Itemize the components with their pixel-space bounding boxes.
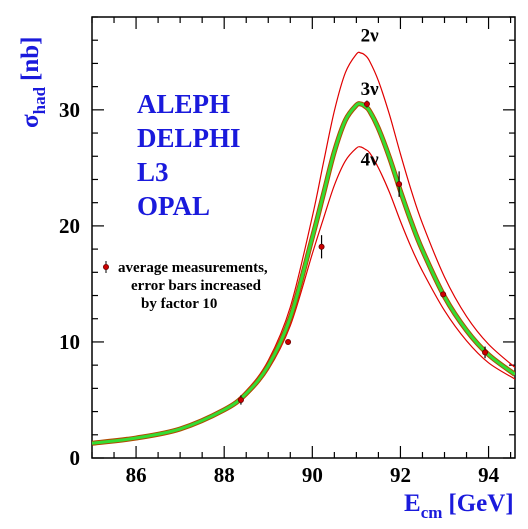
y-tick-label: 10 (59, 330, 80, 354)
curve-label-2nu: 2ν (361, 25, 380, 46)
experiment-label-opal: OPAL (137, 191, 210, 221)
plot-frame (91, 16, 516, 459)
curve-label-3nu: 3ν (361, 79, 380, 100)
axis-ticks (91, 16, 515, 459)
curve-3nu (92, 102, 515, 445)
legend: average measurements, error bars increas… (103, 260, 268, 312)
legend-line-1: average measurements, (118, 260, 268, 276)
measurement-point (285, 338, 292, 345)
measurement-points (237, 100, 489, 405)
measurement-point (237, 396, 244, 403)
legend-marker (103, 263, 110, 270)
y-axis-title: σhad [nb] (17, 37, 49, 129)
legend-line-2: error bars increased (131, 278, 262, 294)
x-axis-title: Ecm [GeV] (404, 490, 514, 522)
y-axis-symbol: σ (17, 114, 44, 128)
x-tick-label: 90 (302, 463, 323, 487)
x-tick-label: 92 (390, 463, 411, 487)
x-tick-label: 88 (214, 463, 235, 487)
y-tick-label: 30 (59, 98, 80, 122)
experiment-label-aleph: ALEPH (137, 89, 230, 119)
x-tick-label: 94 (478, 463, 500, 487)
curve-label-4nu: 4ν (361, 150, 380, 171)
x-axis-unit: [GeV] (448, 490, 513, 517)
y-axis-subscript: had (30, 86, 49, 114)
x-axis-subscript: cm (421, 503, 443, 522)
curve-labels: 2ν 3ν 4ν (361, 25, 380, 170)
y-tick-label: 0 (70, 446, 81, 470)
tick-labels: 86 88 90 92 94 0 10 20 30 (59, 98, 500, 487)
experiment-list: ALEPH DELPHI L3 OPAL (137, 89, 241, 221)
experiment-label-delphi: DELPHI (137, 123, 241, 153)
y-axis-unit: [nb] (17, 37, 44, 81)
legend-line-3: by factor 10 (141, 296, 217, 312)
x-tick-label: 86 (126, 463, 147, 487)
experiment-label-l3: L3 (137, 157, 169, 187)
measurement-point (396, 181, 403, 188)
x-axis-symbol: E (404, 490, 421, 517)
y-tick-label: 20 (59, 214, 80, 238)
theory-curves (92, 51, 515, 446)
measurement-point (363, 101, 370, 108)
measurement-point (318, 243, 325, 250)
measurement-point (482, 349, 489, 356)
measurement-point (440, 291, 447, 298)
